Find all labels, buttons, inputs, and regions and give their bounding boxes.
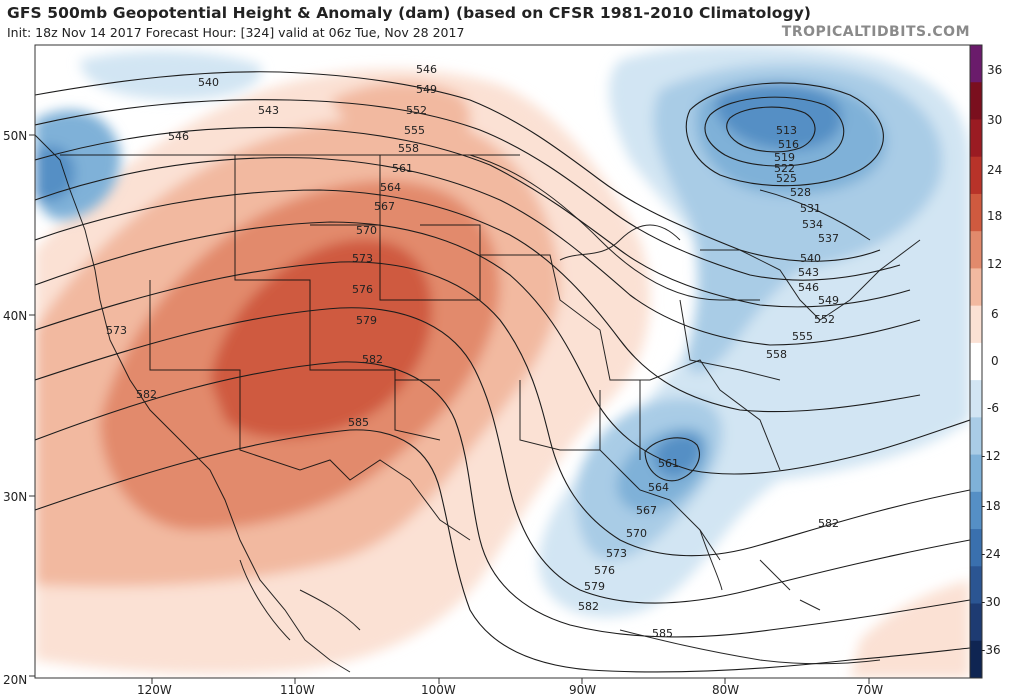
colorbar-swatch <box>970 82 982 120</box>
contour-label: 570 <box>626 527 647 540</box>
colorbar-swatch <box>970 640 982 679</box>
colorbar <box>969 44 983 679</box>
contour-label: 564 <box>648 481 669 494</box>
colorbar-tick-label: 36 <box>987 63 1002 77</box>
contour-label: 525 <box>776 172 797 185</box>
colorbar-swatch <box>970 305 982 344</box>
contour-label: 582 <box>578 600 599 613</box>
colorbar-tick-label: -6 <box>987 401 999 415</box>
contour-label: 549 <box>416 83 437 96</box>
lat-label: 20N <box>3 673 27 687</box>
contour-label: 516 <box>778 138 799 151</box>
lon-label: 110W <box>280 683 315 696</box>
contour-label: 576 <box>352 283 373 296</box>
map-title: GFS 500mb Geopotential Height & Anomaly … <box>7 4 812 22</box>
contour-label: 534 <box>802 218 823 231</box>
colorbar-swatch <box>970 193 982 232</box>
lon-label: 100W <box>421 683 456 696</box>
contour-label: 573 <box>606 547 627 560</box>
contour-label: 531 <box>800 202 821 215</box>
map-subtitle: Init: 18z Nov 14 2017 Forecast Hour: [32… <box>7 25 465 40</box>
lat-label: 50N <box>3 129 27 143</box>
contour-label: 561 <box>392 162 413 175</box>
contour-label: 528 <box>790 186 811 199</box>
colorbar-swatch <box>970 342 982 381</box>
contour-label: 513 <box>776 124 797 137</box>
contour-label: 522 <box>774 162 795 175</box>
negative-anomaly-field <box>35 45 970 618</box>
contour-label: 546 <box>798 281 819 294</box>
colorbar-tick-label: 24 <box>987 163 1002 177</box>
colorbar-swatch <box>970 454 982 493</box>
lon-label: 120W <box>137 683 172 696</box>
longitude-axis <box>151 678 870 684</box>
contour-label: 540 <box>800 252 821 265</box>
colorbar-swatch <box>970 603 982 642</box>
colorbar-tick-label: -12 <box>981 449 1001 463</box>
colorbar-swatch <box>970 417 982 456</box>
contour-label: 582 <box>818 517 839 530</box>
lon-label: 90W <box>569 683 596 696</box>
contour-label: 573 <box>106 324 127 337</box>
lat-label: 30N <box>3 490 27 504</box>
contour-label: 567 <box>636 504 657 517</box>
contour-label: 582 <box>362 353 383 366</box>
colorbar-labels: 36 30 24 18 12 6 0 -6 -12 -18 -24 -30 -3… <box>981 63 1002 657</box>
contour-label: 555 <box>404 124 425 137</box>
colorbar-tick-label: -36 <box>981 643 1001 657</box>
contour-labels: 540 543 546 546 549 552 555 558 561 564 … <box>106 63 839 640</box>
contour-label: 570 <box>356 224 377 237</box>
contour-label: 552 <box>814 313 835 326</box>
colorbar-tick-label: 12 <box>987 257 1002 271</box>
latitude-axis <box>29 134 35 677</box>
contour-label: 573 <box>352 252 373 265</box>
colorbar-swatch <box>970 491 982 530</box>
contour-label: 579 <box>584 580 605 593</box>
colorbar-tick-label: -18 <box>981 499 1001 513</box>
colorbar-swatch <box>970 156 982 195</box>
contour-label: 576 <box>594 564 615 577</box>
contour-label: 546 <box>416 63 437 76</box>
colorbar-swatch <box>970 45 982 83</box>
colorbar-swatch <box>970 268 982 307</box>
contour-label: 585 <box>348 416 369 429</box>
colorbar-tick-label: 0 <box>991 354 999 368</box>
contour-label: 582 <box>136 388 157 401</box>
contour-label: 543 <box>798 266 819 279</box>
colorbar-swatch <box>970 119 982 158</box>
colorbar-tick-label: -24 <box>981 547 1001 561</box>
positive-anomaly-field <box>35 68 970 678</box>
lon-label: 80W <box>712 683 739 696</box>
colorbar-border <box>969 44 983 679</box>
contour-label: 537 <box>818 232 839 245</box>
height-contours <box>35 71 970 673</box>
contour-label: 585 <box>652 627 673 640</box>
coastlines-and-borders <box>35 134 921 673</box>
colorbar-tick-label: 6 <box>991 307 999 321</box>
contour-label: 567 <box>374 200 395 213</box>
contour-label: 552 <box>406 104 427 117</box>
colorbar-tick-label: -30 <box>981 595 1001 609</box>
colorbar-swatch <box>970 231 982 269</box>
contour-label: 558 <box>398 142 419 155</box>
contour-label: 540 <box>198 76 219 89</box>
contour-label: 519 <box>774 151 795 164</box>
contour-label: 555 <box>792 330 813 343</box>
lon-label: 70W <box>856 683 883 696</box>
credit-watermark: TROPICALTIDBITS.COM <box>781 24 970 40</box>
colorbar-swatch <box>970 529 982 567</box>
colorbar-swatch <box>970 380 982 418</box>
contour-label: 549 <box>818 294 839 307</box>
contour-label: 561 <box>658 457 679 470</box>
contour-label: 558 <box>766 348 787 361</box>
colorbar-tick-label: 30 <box>987 113 1002 127</box>
contour-label: 543 <box>258 104 279 117</box>
contour-label: 579 <box>356 314 377 327</box>
colorbar-tick-label: 18 <box>987 209 1002 223</box>
contour-label: 564 <box>380 181 401 194</box>
colorbar-swatch <box>970 566 982 605</box>
lat-label: 40N <box>3 309 27 323</box>
contour-label: 546 <box>168 130 189 143</box>
